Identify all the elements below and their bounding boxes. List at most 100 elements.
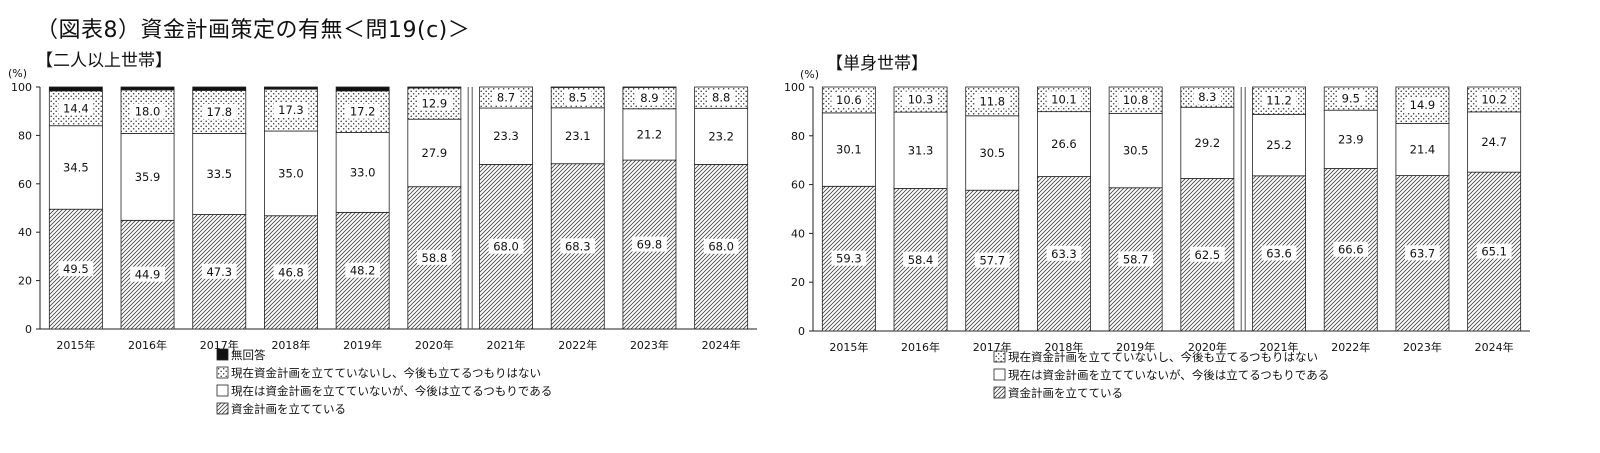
multi-x-tick-label: 2021年: [487, 338, 526, 352]
single-data-label: 63.3: [1051, 247, 1077, 261]
single-data-label: 58.4: [908, 253, 934, 267]
single-legend-label: 資金計画を立てている: [1008, 386, 1123, 400]
multi-x-tick-label: 2020年: [415, 338, 454, 352]
multi-bar-segment: [407, 118, 462, 188]
multi-data-label: 23.1: [565, 129, 591, 143]
single-data-label: 10.1: [1051, 92, 1077, 106]
multi-bar-segment: [192, 86, 247, 91]
multi-data-label: 47.3: [206, 265, 232, 279]
multi-x-tick-label: 2015年: [56, 338, 95, 352]
single-x-tick-label: 2019年: [1116, 340, 1155, 354]
multi-data-label: 44.9: [135, 268, 161, 282]
single-data-label-bg: [1336, 90, 1365, 106]
multi-data-label: 8.5: [569, 91, 587, 105]
single-data-label: 9.5: [1342, 92, 1360, 106]
multi-bar-segment: [622, 86, 677, 88]
multi-y-tick-label: 0: [25, 323, 32, 336]
single-data-label-bg: [1333, 241, 1369, 257]
single-chart-title: 【単身世帯】: [826, 54, 928, 74]
single-x-tick-label: 2023年: [1403, 340, 1442, 354]
single-data-label-bg: [831, 250, 867, 266]
single-bar-segment: [1323, 109, 1378, 169]
single-data-label-bg: [1046, 91, 1082, 107]
multi-x-tick-label: 2019年: [343, 338, 382, 352]
multi-data-label-bg: [416, 249, 452, 265]
single-x-tick-label: 2015年: [829, 340, 868, 354]
multi-y-tick-label: 60: [18, 178, 32, 191]
multi-y-tick-label: 100: [11, 81, 32, 94]
single-data-label: 63.6: [1266, 246, 1292, 260]
single-data-label: 14.9: [1410, 98, 1436, 112]
multi-data-label-bg: [273, 102, 309, 118]
single-legend-label: 現在資金計画を立てていないし、今後も立てるつもりはない: [1008, 350, 1318, 364]
multi-legend-label: 現在資金計画を立てていないし、今後も立てるつもりはない: [231, 366, 541, 380]
multi-chart-title: 【二人以上世帯】: [36, 51, 172, 71]
multi-legend-swatch: [216, 366, 229, 379]
multi-y-tick-label: 80: [18, 129, 32, 142]
multi-data-label: 33.5: [206, 167, 232, 181]
multi-legend-swatch: [216, 402, 229, 415]
multi-data-label: 17.3: [278, 103, 304, 117]
multi-data-label-bg: [635, 90, 664, 106]
single-data-label-bg: [1405, 97, 1440, 113]
multi-bar-segment: [622, 108, 677, 161]
single-data-label: 31.3: [908, 143, 934, 157]
multi-data-label: 14.4: [63, 101, 89, 115]
single-data-label-bg: [1261, 245, 1297, 261]
single-data-label: 30.5: [979, 146, 1005, 160]
multi-legend-label: 無回答: [231, 348, 266, 362]
single-data-label: 59.3: [836, 252, 862, 266]
single-data-label: 25.2: [1266, 138, 1292, 152]
single-data-label: 11.2: [1266, 94, 1292, 108]
single-bar-segment: [1180, 106, 1235, 179]
multi-bar-segment: [407, 86, 462, 89]
single-data-label: 57.7: [979, 254, 1005, 268]
multi-data-label: 68.3: [565, 239, 591, 253]
single-data-label-bg: [1118, 251, 1154, 267]
single-data-label: 8.3: [1198, 90, 1216, 104]
single-x-tick-label: 2020年: [1188, 340, 1227, 354]
single-legend-swatch: [993, 368, 1006, 381]
multi-data-label-bg: [273, 264, 309, 280]
multi-data-label: 8.7: [497, 91, 515, 105]
multi-legend-label: 資金計画を立てている: [231, 402, 346, 416]
multi-data-label: 8.8: [712, 91, 730, 105]
multi-bar-segment: [550, 107, 605, 165]
multi-data-label: 23.2: [708, 129, 734, 143]
multi-data-label-bg: [707, 89, 735, 105]
single-legend-label: 現在は資金計画を立てていないが、今後は立てるつもりである: [1008, 368, 1329, 382]
single-bar-segment: [965, 115, 1020, 191]
multi-data-label-bg: [416, 95, 452, 111]
single-data-label: 21.4: [1410, 142, 1436, 156]
multi-x-tick-label: 2024年: [702, 338, 741, 352]
multi-bar-segment: [479, 107, 533, 165]
multi-bar-segment: [694, 107, 749, 165]
multi-data-label-bg: [130, 103, 165, 119]
single-data-label-bg: [1118, 92, 1154, 108]
single-data-label: 26.6: [1051, 137, 1077, 151]
multi-data-label-bg: [488, 238, 524, 254]
multi-bar-segment: [264, 86, 318, 90]
multi-data-label: 46.8: [278, 265, 304, 279]
multi-legend-swatch: [216, 384, 229, 397]
single-data-label: 58.7: [1123, 252, 1149, 266]
single-data-label-bg: [903, 91, 938, 107]
multi-data-label: 12.9: [422, 97, 448, 111]
multi-legend-swatch: [216, 348, 229, 361]
multi-data-label-bg: [58, 261, 94, 277]
single-data-label-bg: [1046, 245, 1082, 261]
multi-bar-segment: [120, 133, 175, 221]
single-x-tick-label: 2017年: [973, 340, 1012, 354]
single-y-tick-label: 20: [791, 276, 805, 289]
single-x-tick-label: 2021年: [1260, 340, 1299, 354]
multi-data-label-bg: [703, 238, 739, 254]
multi-data-label-bg: [563, 89, 592, 105]
multi-data-label-bg: [201, 103, 237, 119]
multi-data-label: 35.0: [278, 166, 304, 180]
multi-x-tick-label: 2016年: [128, 338, 167, 352]
multi-data-label: 35.9: [135, 170, 161, 184]
multi-bar-segment: [264, 130, 318, 217]
multi-data-label: 17.2: [350, 105, 376, 119]
single-data-label-bg: [831, 91, 867, 107]
single-bar-segment: [821, 112, 876, 187]
